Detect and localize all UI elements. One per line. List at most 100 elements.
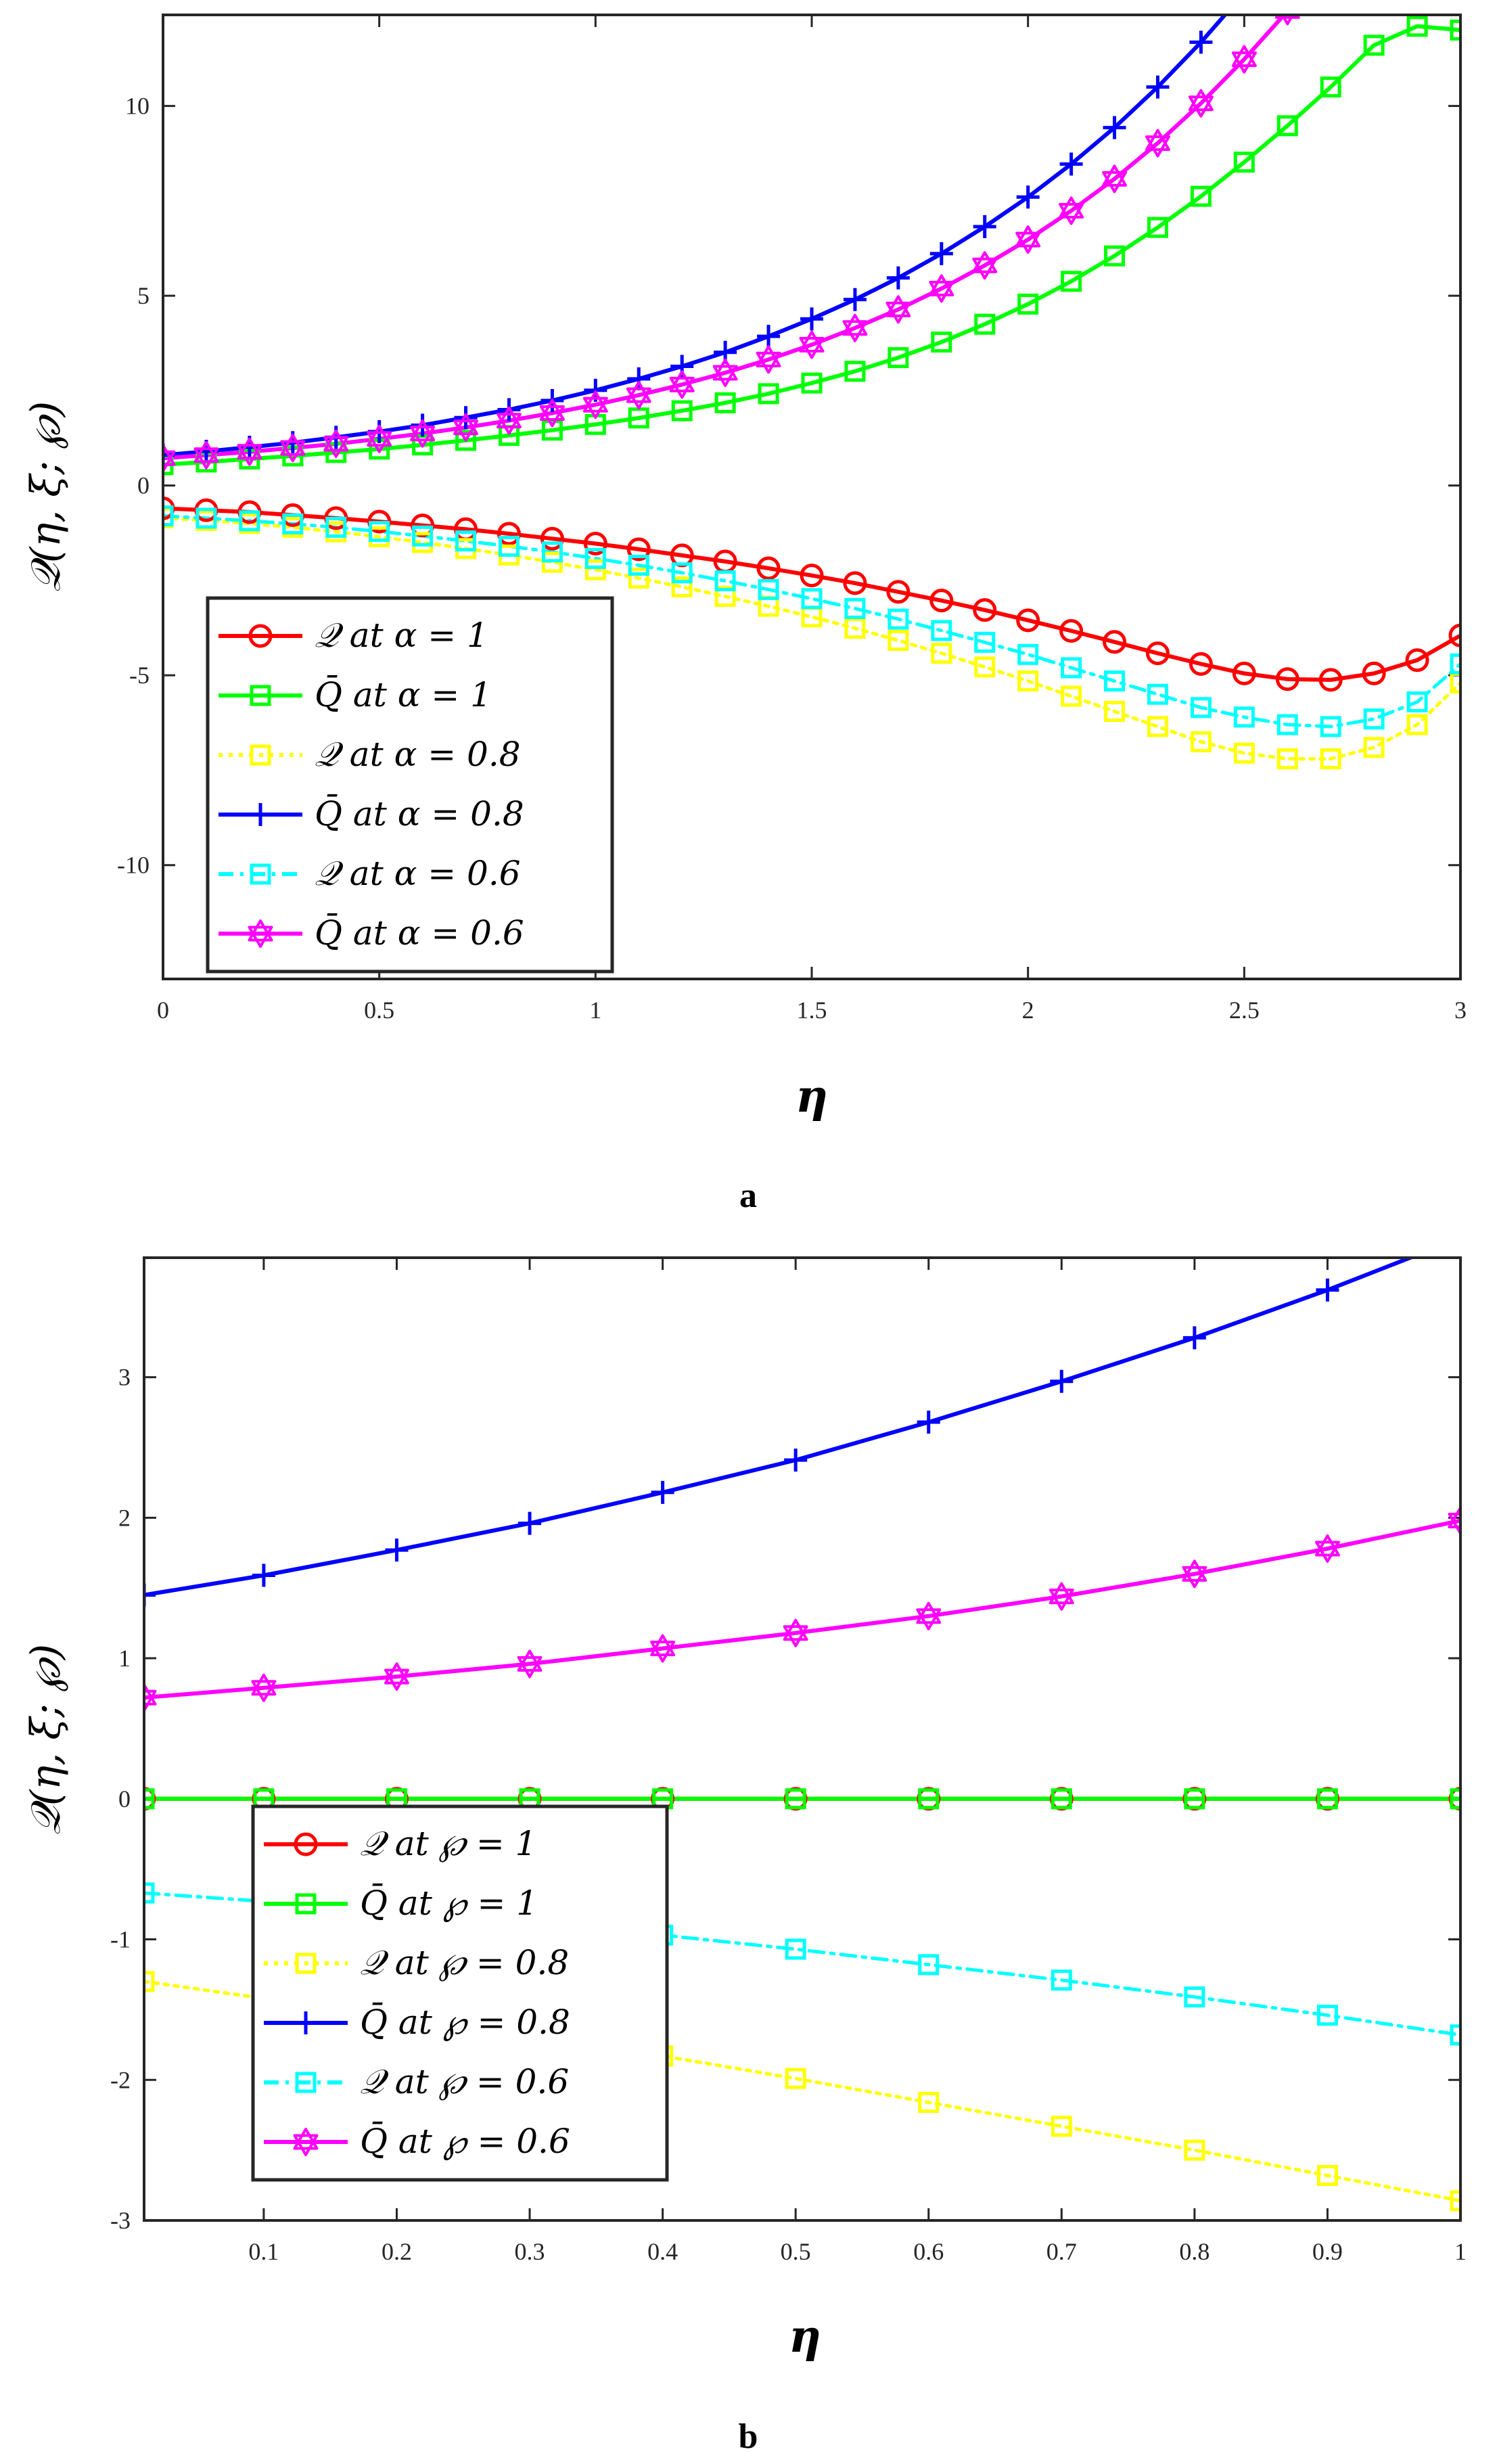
data-point — [651, 1480, 674, 1504]
data-point — [1059, 196, 1084, 225]
legend-label: Q̄ at α = 1 — [315, 675, 492, 714]
data-point — [251, 1673, 277, 1702]
data-point — [1276, 115, 1298, 137]
x-tick-label: 0.4 — [647, 2238, 678, 2265]
data-point — [163, 505, 174, 527]
data-point — [1316, 2005, 1338, 2026]
legend-label: 𝒬 at ℘ = 0.6 — [360, 2062, 569, 2101]
x-tick-label: 0.7 — [1046, 2238, 1077, 2265]
data-point — [669, 370, 695, 399]
legend-entry: 𝒬 at ℘ = 0.8 — [264, 1943, 569, 1982]
data-point — [1233, 152, 1255, 173]
data-point — [1016, 185, 1040, 209]
data-point — [801, 372, 823, 394]
data-point — [627, 367, 651, 391]
y-tick-label: 10 — [125, 93, 149, 120]
data-point — [1184, 1986, 1205, 2008]
data-point — [1104, 670, 1126, 692]
x-tick-label: 0.8 — [1179, 2238, 1210, 2265]
x-tick-label: 2.5 — [1229, 997, 1260, 1024]
data-point — [671, 400, 693, 421]
data-point — [193, 440, 219, 470]
data-point — [1406, 691, 1428, 712]
data-point — [931, 643, 952, 664]
data-point — [714, 585, 736, 607]
data-point — [1016, 608, 1040, 633]
x-axis-label-a: η — [796, 1070, 828, 1122]
data-point — [239, 510, 260, 532]
x-tick-label: 0.9 — [1312, 2238, 1343, 2265]
x-tick-label: 0.2 — [382, 2238, 412, 2265]
data-point — [384, 1662, 409, 1691]
data-point — [1061, 685, 1082, 707]
data-point — [1233, 706, 1255, 728]
data-point — [886, 580, 911, 604]
legend-swatch-marker — [295, 1893, 317, 1915]
data-point — [799, 330, 825, 359]
data-point — [801, 588, 823, 610]
legend-entry: Q̄ at α = 1 — [218, 675, 492, 714]
data-point — [931, 332, 952, 353]
legend-swatch-marker — [250, 685, 271, 706]
data-point — [1050, 1369, 1074, 1393]
data-point — [1276, 714, 1298, 735]
data-point — [1145, 641, 1170, 666]
data-point — [758, 383, 779, 405]
legend-label: Q̄ at α = 0.8 — [315, 794, 524, 834]
data-point — [842, 313, 868, 342]
data-point — [712, 359, 738, 387]
legend-entry: Q̄ at α = 0.6 — [218, 913, 524, 953]
data-point — [1017, 643, 1039, 665]
data-point — [410, 419, 436, 448]
y-tick-label: 2 — [118, 1504, 131, 1531]
x-axis-label-b: η — [789, 2310, 821, 2363]
data-point — [1450, 653, 1460, 675]
data-point — [237, 437, 262, 466]
y-tick-label: -10 — [117, 852, 149, 879]
x-tick-label: 0.3 — [515, 2238, 545, 2265]
data-point — [1147, 216, 1168, 238]
data-point — [412, 525, 434, 547]
plot-frame-a — [162, 14, 1462, 980]
legend-swatch-marker — [250, 863, 271, 885]
data-point — [1450, 2024, 1460, 2046]
data-point — [1450, 1788, 1460, 1810]
data-point — [1104, 700, 1126, 722]
data-point — [1448, 1506, 1460, 1535]
x-tick-label: 0.5 — [364, 997, 394, 1024]
data-point — [800, 564, 824, 588]
data-point — [1190, 185, 1212, 207]
data-point — [784, 1448, 808, 1472]
data-point — [1448, 623, 1460, 647]
data-point — [671, 576, 693, 597]
data-point — [974, 313, 996, 335]
data-point — [1450, 672, 1460, 693]
data-point — [650, 1634, 676, 1663]
data-point — [888, 608, 909, 630]
panel-label-a: a — [739, 1177, 757, 1215]
y-tick-label: -1 — [110, 1926, 131, 1953]
data-point — [1190, 731, 1212, 752]
data-point — [497, 522, 521, 546]
legend-label: Q̄ at ℘ = 0.8 — [360, 2002, 570, 2042]
ticks-a: 0 0.5 1 1.5 2 2.5 3 -10 -5 0 5 10 — [117, 15, 1467, 1024]
series-line-6 — [144, 1518, 1460, 1700]
data-point — [931, 620, 952, 641]
data-point — [1362, 661, 1386, 685]
data-point — [1059, 152, 1083, 176]
data-point — [1320, 716, 1341, 737]
data-point — [583, 532, 607, 556]
legend-swatch-marker — [295, 2072, 317, 2093]
legend-label: 𝒬 at ℘ = 1 — [360, 1824, 536, 1863]
data-point — [582, 390, 608, 419]
data-point — [497, 406, 522, 435]
data-point — [800, 307, 823, 331]
legend-swatch-marker — [250, 744, 271, 766]
data-point — [973, 215, 996, 239]
y-tick-label: -5 — [129, 662, 149, 689]
panel-label-b: b — [739, 2417, 758, 2456]
legend-swatch-marker — [249, 803, 272, 826]
data-point — [1146, 75, 1170, 99]
data-point — [411, 413, 434, 437]
